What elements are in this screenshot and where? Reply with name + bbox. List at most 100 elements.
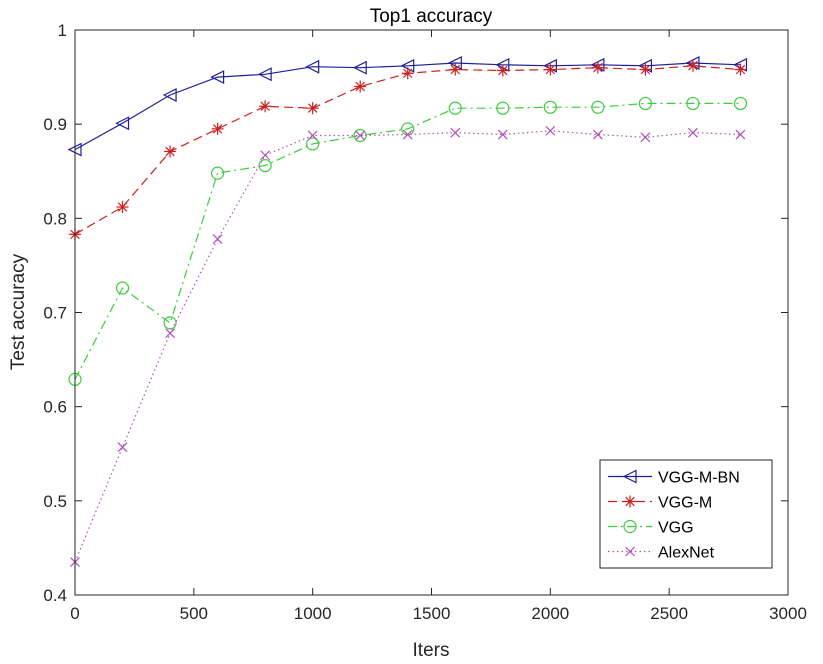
legend-label-vgg-m: VGG-M: [658, 495, 712, 512]
data-point-alexnet-stroke: [402, 129, 413, 140]
data-point-vgg: [306, 137, 320, 151]
y-tick-label: 0.5: [43, 492, 67, 511]
legend-marker-vgg-m-stroke: [625, 496, 635, 507]
series-lines: [67, 55, 748, 567]
data-point-vgg-m: [496, 64, 509, 77]
legend: VGG-M-BN VGG-M VGG AlexNet: [599, 459, 773, 569]
data-point-vgg-m: [734, 63, 747, 76]
data-point-alexnet-stroke: [307, 130, 318, 141]
data-point-vgg-m-stroke: [735, 64, 746, 75]
y-tick-label: 0.4: [43, 586, 67, 605]
x-tick-label: 500: [180, 604, 208, 623]
data-point-vgg-m-stroke: [498, 65, 508, 76]
data-point-alexnet: [640, 132, 651, 143]
data-point-vgg-m: [164, 145, 177, 158]
data-point-alexnet-stroke: [450, 127, 461, 138]
data-point-vgg-m-stroke: [402, 68, 413, 79]
data-point-alexnet: [497, 129, 508, 140]
legend-marker-vgg: [623, 519, 637, 534]
data-point-vgg-m-stroke: [545, 64, 556, 75]
legend-item-vgg-m-bn: VGG-M-BN: [608, 470, 740, 487]
data-point-vgg: [163, 316, 177, 330]
data-point-vgg-m: [449, 63, 462, 76]
data-point-alexnet: [307, 130, 318, 141]
data-point-alexnet-stroke: [545, 125, 556, 136]
data-point-alexnet-stroke: [260, 150, 271, 161]
data-point-alexnet: [165, 328, 175, 339]
data-point-vgg-m-bn: [115, 116, 130, 131]
y-tick-label: 0.9: [43, 115, 67, 134]
data-point-alexnet-stroke: [497, 129, 508, 140]
x-tick-label: 1500: [413, 604, 451, 623]
data-point-vgg-m-stroke: [450, 64, 461, 75]
legend-item-alexnet: AlexNet: [608, 545, 715, 562]
data-point-vgg: [211, 166, 225, 180]
axis-ticks: 0 500 1000 1500 2000 2500 3000 0.4 0.5 0.6 0.7 0.8 0…: [43, 21, 807, 623]
data-point-vgg: [638, 96, 653, 111]
x-tick-label: 0: [70, 604, 79, 623]
data-point-alexnet-stroke: [165, 328, 175, 339]
y-tick-label: 0.6: [43, 398, 67, 417]
y-tick-label: 0.7: [43, 304, 67, 323]
data-point-vgg-m-bn: [305, 59, 320, 74]
data-point-vgg-m: [259, 100, 272, 113]
data-point-vgg-m-bn: [352, 60, 367, 75]
data-point-vgg-m-stroke: [212, 124, 223, 134]
x-tick-label: 3000: [769, 604, 807, 623]
x-tick-label: 2000: [531, 604, 569, 623]
data-point-vgg-m-stroke: [593, 62, 603, 73]
data-point-alexnet: [592, 129, 603, 140]
data-point-vgg-m-stroke: [355, 81, 365, 92]
data-point-vgg-m-bn: [162, 88, 177, 102]
data-point-vgg: [543, 100, 557, 114]
data-point-alexnet: [545, 125, 556, 136]
data-point-vgg: [448, 101, 462, 115]
series-line-vgg-m-bn: [74, 62, 741, 151]
data-point-vgg-m-bn: [257, 67, 272, 82]
data-point-vgg-m: [354, 80, 367, 93]
data-point-alexnet-stroke: [735, 129, 746, 140]
series-line-vgg: [74, 102, 741, 380]
data-point-vgg-m-bn: [210, 70, 225, 85]
legend-label-vgg: VGG: [658, 520, 694, 537]
data-point-vgg-m-stroke: [117, 202, 128, 212]
data-point-alexnet-stroke: [355, 130, 366, 141]
data-point-vgg: [115, 281, 130, 295]
x-tick-label: 1000: [294, 604, 332, 623]
data-point-vgg: [591, 100, 605, 114]
y-tick-label: 1: [58, 21, 67, 40]
data-point-vgg-m: [116, 201, 129, 214]
data-point-vgg-m: [544, 63, 557, 76]
data-point-alexnet: [402, 129, 413, 140]
data-point-alexnet: [212, 234, 223, 244]
y-tick-label: 0.8: [43, 209, 67, 228]
data-point-alexnet: [450, 127, 461, 138]
data-point-alexnet-stroke: [212, 234, 223, 244]
data-point-vgg-m: [686, 59, 699, 72]
x-axis-title: Iters: [413, 640, 450, 661]
series-vgg: [68, 96, 748, 386]
data-point-vgg: [733, 96, 748, 111]
data-point-vgg-m: [211, 122, 224, 135]
legend-marker-vgg-m: [624, 495, 636, 508]
series-alexnet: [70, 125, 746, 567]
data-point-vgg-m: [306, 102, 319, 115]
legend-item-vgg: VGG: [608, 520, 694, 537]
data-point-alexnet-stroke: [117, 442, 128, 453]
data-point-alexnet-stroke: [640, 132, 651, 143]
legend-label-vgg-m-bn: VGG-M-BN: [658, 470, 740, 487]
legend-marker-vgg-m-bn: [622, 469, 637, 484]
data-point-alexnet-stroke: [592, 129, 603, 140]
data-point-alexnet: [688, 127, 698, 138]
data-point-vgg-m-stroke: [165, 146, 175, 157]
data-point-vgg: [496, 101, 510, 115]
data-point-alexnet: [735, 129, 746, 140]
y-axis-title: Test accuracy: [8, 253, 29, 370]
data-point-vgg: [686, 96, 700, 111]
x-tick-label: 2500: [650, 604, 688, 623]
legend-label-alexnet: AlexNet: [658, 545, 715, 562]
legend-marker-alexnet: [625, 546, 635, 557]
data-point-vgg-m-stroke: [640, 64, 651, 75]
legend-marker-alexnet-stroke: [625, 546, 635, 557]
data-point-alexnet-stroke: [688, 127, 698, 138]
